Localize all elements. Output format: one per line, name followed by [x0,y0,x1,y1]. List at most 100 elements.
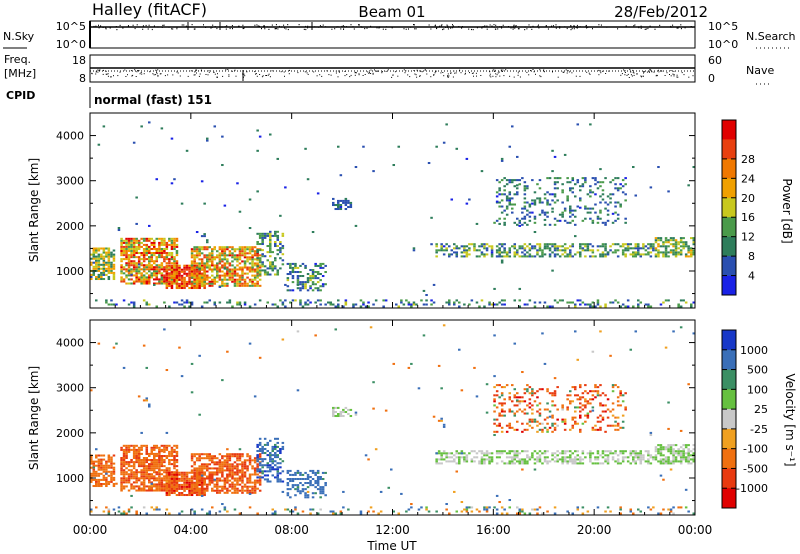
range-gate-cell [158,481,161,484]
range-gate-cell [521,177,524,180]
range-gate-cell [132,485,136,488]
range-gate-cell [228,471,232,474]
nsky-sample [592,28,593,30]
range-gate-cell [190,483,194,486]
range-gate-cell [266,480,270,483]
range-gate-cell [291,262,295,265]
range-gate-cell [561,452,564,455]
range-gate-cell [551,392,554,395]
nsky-sample [285,28,287,30]
nsky-sample [151,28,153,31]
range-gate-cell [296,271,300,274]
nsky-sample [214,26,216,28]
range-gate-cell [667,448,670,451]
range-gate-cell [228,469,232,472]
range-gate-cell [604,245,607,248]
range-gate-cell [102,478,106,481]
range-gate-cell [677,247,680,250]
range-gate-cell [183,481,186,484]
range-gate-cell [354,166,358,169]
range-gate-cell [190,475,194,478]
range-gate-cell [654,249,658,252]
range-gate-cell [92,470,96,473]
range-gate-cell [253,491,257,494]
range-gate-cell [132,471,136,474]
range-gate-cell [228,489,232,492]
range-gate-cell [488,462,491,465]
range-gate-cell [188,282,191,285]
range-gate-cell [500,460,504,463]
range-gate-cell [97,466,101,469]
range-gate-cell [150,274,154,277]
nsky-sample [446,24,448,26]
nsky-sample [153,25,155,27]
nsky-sample [232,28,233,30]
range-gate-cell [223,250,227,253]
range-gate-cell [236,479,239,482]
range-gate-cell [158,266,161,269]
nave-sample [313,71,315,73]
range-gate-cell [112,273,116,276]
range-gate-cell [546,215,549,218]
range-gate-cell [218,254,222,257]
range-gate-cell [231,465,234,468]
range-gate-cell [261,232,264,235]
nsky-sample [606,26,608,28]
range-gate-cell [150,461,154,464]
range-gate-cell [168,266,171,269]
range-gate-cell [90,466,93,469]
nsky-sample [484,25,486,27]
range-gate-cell [508,249,512,252]
range-gate-cell [591,251,595,254]
range-gate-cell [546,203,549,206]
range-gate-cell [115,303,118,306]
range-gate-cell [125,276,128,279]
range-gate-cell [347,206,350,209]
nave-sample [350,74,352,76]
cpid-label: CPID [6,89,35,102]
range-gate-cell [158,280,161,283]
range-gate-cell [112,454,116,457]
range-gate-cell [231,256,234,259]
range-gate-cell [180,485,184,488]
range-gate-cell [155,444,159,447]
range-gate-cell [576,181,580,184]
nave-sample [367,71,369,73]
range-gate-cell [160,487,164,490]
range-gate-cell [233,268,237,271]
range-gate-cell [251,246,254,249]
range-gate-cell [266,245,270,248]
range-gate-cell [155,479,159,482]
range-gate-cell [579,255,582,258]
range-gate-cell [647,458,650,461]
nsky-sample [322,24,324,26]
range-gate-cell [203,282,206,285]
range-gate-cell [533,217,537,220]
range-gate-cell [200,467,204,470]
range-gate-cell [606,209,610,212]
range-gate-cell [553,392,557,395]
range-gate-cell [226,477,229,480]
range-gate-cell [450,460,454,463]
nsky-sample [229,27,231,30]
nave-sample [131,75,133,77]
range-gate-cell [586,414,590,417]
range-gate-cell [145,243,149,246]
range-gate-cell [596,245,600,248]
range-gate-cell [516,410,519,413]
range-gate-cell [594,386,597,389]
range-gate-cell [531,408,534,411]
range-gate-cell [493,418,496,421]
range-gate-cell [563,255,567,258]
range-gate-cell [311,496,315,499]
range-gate-cell [130,477,133,480]
nave-sample [688,76,690,78]
range-gate-cell [231,485,234,488]
range-gate-cell [107,456,111,459]
range-gate-cell [137,266,141,269]
range-gate-cell [594,211,597,214]
range-gate-cell [107,458,111,461]
nave-sample [565,69,567,71]
range-gate-cell [137,262,141,265]
range-gate-cell [500,452,504,455]
